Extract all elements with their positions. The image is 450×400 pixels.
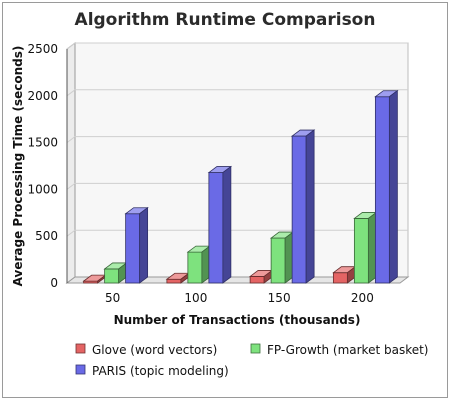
y-tick-label: 2000 xyxy=(27,89,58,103)
legend-item: Glove (word vectors) xyxy=(76,343,217,357)
x-axis-label: Number of Transactions (thousands) xyxy=(114,313,361,327)
bar xyxy=(209,167,231,283)
y-tick-label: 1000 xyxy=(27,182,58,196)
y-tick-label: 2500 xyxy=(27,42,58,56)
bar-front xyxy=(354,218,368,283)
x-tick-label: 100 xyxy=(184,291,207,305)
bar-front xyxy=(292,136,306,283)
bar-front xyxy=(333,273,347,283)
bar-side xyxy=(389,91,397,283)
bar-side xyxy=(306,130,314,283)
bar-front xyxy=(250,276,264,283)
bar xyxy=(375,91,397,283)
legend-label: FP-Growth (market basket) xyxy=(267,343,429,357)
bar-side xyxy=(223,167,231,283)
legend-item: FP-Growth (market basket) xyxy=(251,343,429,357)
bar-front xyxy=(126,214,140,283)
x-tick-label: 150 xyxy=(268,291,291,305)
bar-front xyxy=(167,279,181,283)
legend-swatch xyxy=(76,344,85,353)
y-axis-label: Average Processing Time (seconds) xyxy=(11,46,25,287)
legend-swatch xyxy=(76,365,85,374)
legend-label: Glove (word vectors) xyxy=(92,343,217,357)
bar xyxy=(354,212,376,283)
bar-front xyxy=(188,252,202,283)
bar xyxy=(271,232,293,283)
y-tick-label: 1500 xyxy=(27,136,58,150)
legend-swatch xyxy=(251,344,260,353)
bar xyxy=(188,246,210,283)
bar-front xyxy=(209,173,223,283)
bar-front xyxy=(271,238,285,283)
x-tick-label: 200 xyxy=(351,291,374,305)
chart-title: Algorithm Runtime Comparison xyxy=(75,10,376,30)
y-axis: 0 500 1000 1500 2000 2500 xyxy=(27,42,67,290)
x-tick-label: 50 xyxy=(105,291,120,305)
y-tick-label: 500 xyxy=(35,229,58,243)
y-tick-label: 0 xyxy=(50,276,58,290)
bar xyxy=(126,208,148,283)
side-wall xyxy=(67,43,75,283)
bar xyxy=(292,130,314,283)
legend: Glove (word vectors) FP-Growth (market ba… xyxy=(76,343,429,378)
legend-item: PARIS (topic modeling) xyxy=(76,364,229,378)
x-axis: 50 100 150 200 xyxy=(105,291,374,305)
bar-side xyxy=(140,208,148,283)
legend-label: PARIS (topic modeling) xyxy=(92,364,229,378)
bar-front xyxy=(105,269,119,283)
bar-front xyxy=(375,97,389,283)
